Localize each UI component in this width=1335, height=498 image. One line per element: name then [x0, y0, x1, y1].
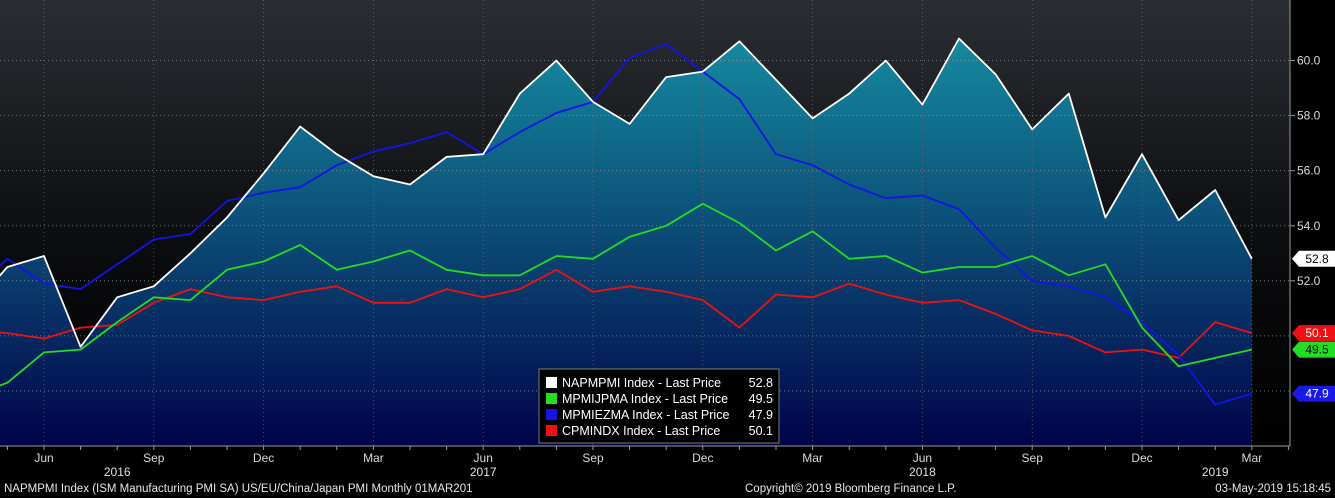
napmpmi-area [0, 38, 1252, 446]
badge-value: 49.5 [1305, 343, 1329, 357]
legend-label: NAPMPMI Index - Last Price [562, 376, 721, 390]
badge-shape [1292, 325, 1335, 342]
legend-value: 49.5 [749, 392, 773, 406]
y-tick-label: 60.0 [1297, 54, 1321, 68]
series-line-3 [0, 268, 1253, 359]
legend-label: MPMIEZMA Index - Last Price [562, 408, 729, 422]
series-line-2 [0, 43, 1253, 406]
badge-value: 52.8 [1305, 252, 1329, 266]
y-tick-label: 56.0 [1297, 164, 1321, 178]
footer-description: NAPMPMI Index (ISM Manufacturing PMI SA)… [4, 483, 473, 495]
x-tick-label: Sep [1022, 451, 1044, 465]
legend-swatch [546, 425, 557, 436]
legend-box [538, 368, 780, 444]
y-tick-label: 52.0 [1297, 274, 1321, 288]
x-axis: Jun Sep Dec Mar Jun Sep Dec Mar Jun Sep Dec Mar 2016… [0, 0, 1291, 479]
legend: NAPMPMI Index - Last Price 52.8 MPMIJPMA I… [538, 368, 780, 444]
badge-shape [1292, 385, 1335, 402]
x-tick-label: Jun [913, 451, 932, 465]
last-price-badge-1: 49.5 [1292, 341, 1335, 358]
legend-value: 52.8 [749, 376, 773, 390]
y-axis: 52.0 54.0 56.0 58.0 60.0 [1290, 54, 1321, 288]
x-tick-label: Dec [253, 451, 274, 465]
x-tick-label: Mar [802, 451, 823, 465]
footer-bar: NAPMPMI Index (ISM Manufacturing PMI SA)… [0, 480, 1335, 498]
last-price-badge-2: 47.9 [1292, 385, 1335, 402]
x-year-label: 2016 [104, 465, 131, 479]
legend-label: MPMIJPMA Index - Last Price [562, 392, 728, 406]
legend-entry-2: MPMIEZMA Index - Last Price 47.9 [546, 408, 773, 422]
legend-swatch [546, 409, 557, 420]
legend-entry-0: NAPMPMI Index - Last Price 52.8 [546, 376, 773, 390]
x-tick-label: Mar [1241, 451, 1262, 465]
badge-shape [1292, 341, 1335, 358]
badge-value: 50.1 [1305, 326, 1329, 340]
x-year-label: 2019 [1202, 465, 1229, 479]
footer-timestamp: 03-May-2019 15:18:45 [1215, 483, 1331, 495]
x-tick-label: Jun [34, 451, 53, 465]
y-tick-label: 54.0 [1297, 219, 1321, 233]
x-year-label: 2017 [470, 465, 497, 479]
x-tick-label: Dec [1131, 451, 1152, 465]
legend-swatch [546, 377, 557, 388]
last-price-badge-0: 52.8 [1292, 250, 1335, 267]
x-tick-label: Sep [143, 451, 165, 465]
y-tick-label: 58.0 [1297, 109, 1321, 123]
x-tick-label: Dec [692, 451, 713, 465]
x-tick-label: Jun [474, 451, 493, 465]
legend-label: CPMINDX Index - Last Price [562, 424, 720, 438]
last-price-badges: 52.8 49.5 47.9 50.1 [1292, 250, 1335, 402]
last-price-badge-3: 50.1 [1292, 325, 1335, 342]
pmi-line-chart: Jun Sep Dec Mar Jun Sep Dec Mar Jun Sep Dec Mar 2016… [0, 0, 1335, 479]
legend-value: 50.1 [749, 424, 773, 438]
badge-value: 47.9 [1305, 387, 1329, 401]
legend-swatch [546, 393, 557, 404]
legend-entry-1: MPMIJPMA Index - Last Price 49.5 [546, 392, 773, 406]
series-line-0 [0, 37, 1253, 348]
legend-entry-3: CPMINDX Index - Last Price 50.1 [546, 424, 773, 438]
footer-copyright: Copyright© 2019 Bloomberg Finance L.P. [745, 483, 957, 495]
series-lines [0, 37, 1253, 406]
x-year-label: 2018 [909, 465, 936, 479]
badge-shape [1292, 250, 1335, 267]
series-line-1 [0, 202, 1252, 387]
x-tick-label: Mar [363, 451, 384, 465]
x-tick-label: Sep [582, 451, 604, 465]
legend-value: 47.9 [749, 408, 773, 422]
